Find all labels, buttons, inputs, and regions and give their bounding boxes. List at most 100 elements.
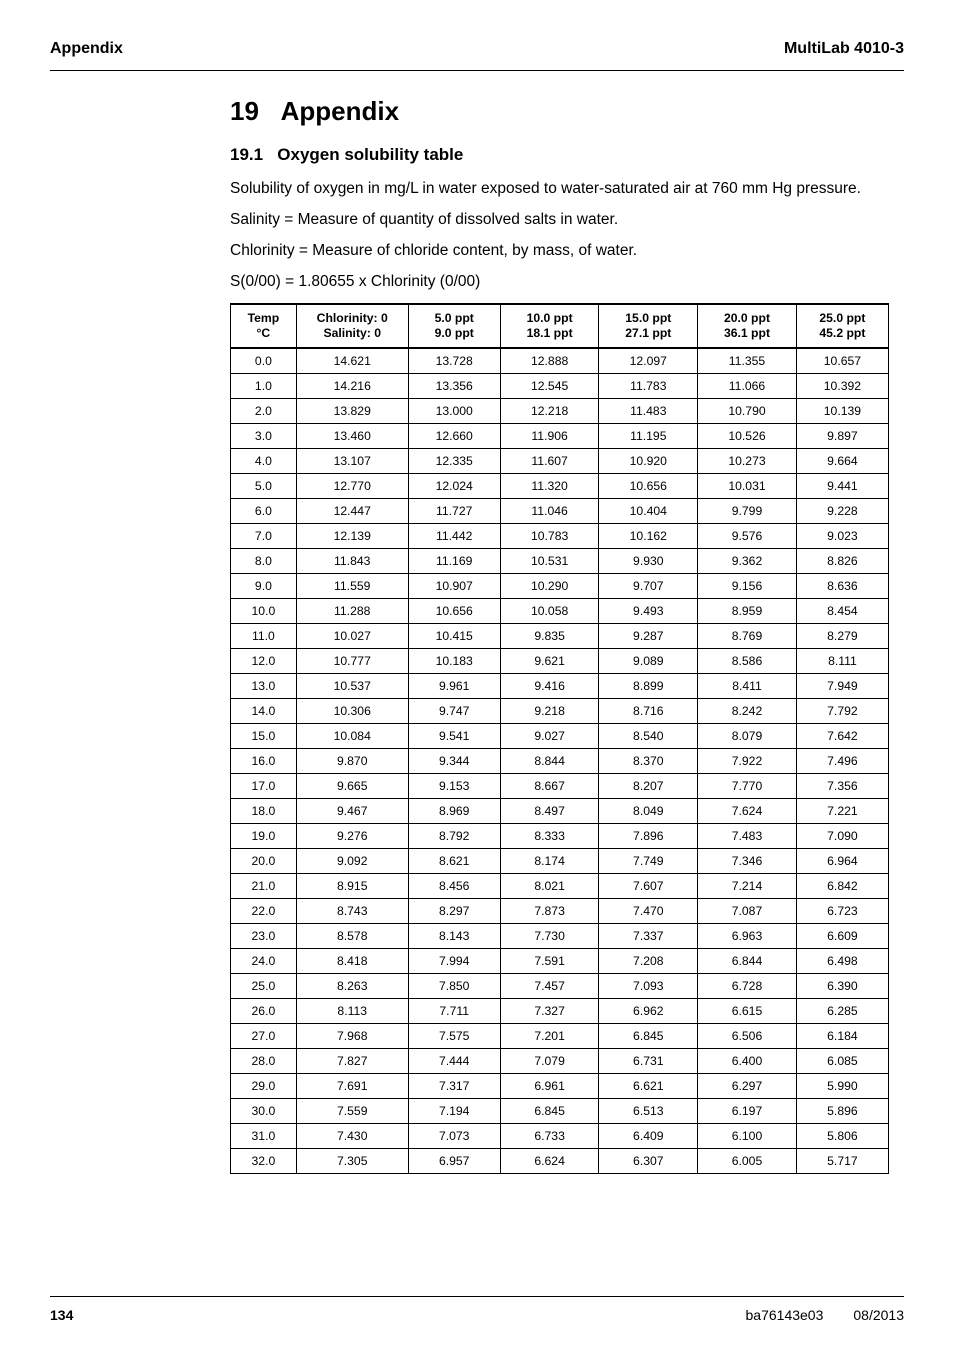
- table-cell: 10.415: [408, 624, 500, 649]
- table-cell: 9.621: [500, 649, 599, 674]
- page-number: 134: [50, 1307, 73, 1323]
- table-cell: 7.922: [698, 749, 797, 774]
- table-cell: 7.994: [408, 949, 500, 974]
- table-row: 5.012.77012.02411.32010.65610.0319.441: [231, 474, 889, 499]
- table-cell: 6.506: [698, 1024, 797, 1049]
- table-row: 17.09.6659.1538.6678.2077.7707.356: [231, 774, 889, 799]
- table-cell: 8.586: [698, 649, 797, 674]
- table-cell: 8.540: [599, 724, 698, 749]
- table-cell: 8.242: [698, 699, 797, 724]
- table-cell: 13.0: [231, 674, 297, 699]
- table-cell: 9.576: [698, 524, 797, 549]
- table-cell: 12.888: [500, 348, 599, 374]
- chapter-number: 19: [230, 96, 259, 126]
- table-cell: 7.201: [500, 1024, 599, 1049]
- table-row: 4.013.10712.33511.60710.92010.2739.664: [231, 449, 889, 474]
- table-cell: 6.723: [796, 899, 888, 924]
- table-cell: 4.0: [231, 449, 297, 474]
- table-cell: 8.899: [599, 674, 698, 699]
- table-cell: 9.707: [599, 574, 698, 599]
- table-cell: 10.183: [408, 649, 500, 674]
- table-cell: 8.263: [296, 974, 408, 999]
- table-cell: 10.656: [599, 474, 698, 499]
- table-cell: 16.0: [231, 749, 297, 774]
- table-row: 19.09.2768.7928.3337.8967.4837.090: [231, 824, 889, 849]
- table-cell: 1.0: [231, 374, 297, 399]
- table-row: 31.07.4307.0736.7336.4096.1005.806: [231, 1124, 889, 1149]
- table-cell: 9.930: [599, 549, 698, 574]
- doc-code: ba76143e03: [746, 1307, 824, 1323]
- table-cell: 13.460: [296, 424, 408, 449]
- table-cell: 8.716: [599, 699, 698, 724]
- table-cell: 13.829: [296, 399, 408, 424]
- table-cell: 32.0: [231, 1149, 297, 1174]
- table-cell: 5.0: [231, 474, 297, 499]
- table-row: 6.012.44711.72711.04610.4049.7999.228: [231, 499, 889, 524]
- table-cell: 6.307: [599, 1149, 698, 1174]
- table-cell: 7.691: [296, 1074, 408, 1099]
- table-cell: 7.073: [408, 1124, 500, 1149]
- intro-paragraph-4: S(0/00) = 1.80655 x Chlorinity (0/00): [230, 272, 889, 293]
- table-cell: 7.730: [500, 924, 599, 949]
- table-cell: 8.969: [408, 799, 500, 824]
- intro-paragraph-1: Solubility of oxygen in mg/L in water ex…: [230, 179, 889, 200]
- table-cell: 27.0: [231, 1024, 297, 1049]
- page-footer: 134 ba76143e03 08/2013: [50, 1296, 904, 1323]
- table-cell: 7.483: [698, 824, 797, 849]
- table-cell: 9.541: [408, 724, 500, 749]
- table-cell: 10.273: [698, 449, 797, 474]
- table-cell: 7.317: [408, 1074, 500, 1099]
- table-cell: 6.609: [796, 924, 888, 949]
- table-cell: 9.228: [796, 499, 888, 524]
- table-cell: 8.174: [500, 849, 599, 874]
- table-row: 15.010.0849.5419.0278.5408.0797.642: [231, 724, 889, 749]
- table-cell: 10.031: [698, 474, 797, 499]
- table-cell: 8.207: [599, 774, 698, 799]
- table-row: 18.09.4678.9698.4978.0497.6247.221: [231, 799, 889, 824]
- table-cell: 6.964: [796, 849, 888, 874]
- table-cell: 5.806: [796, 1124, 888, 1149]
- table-cell: 8.111: [796, 649, 888, 674]
- table-cell: 12.218: [500, 399, 599, 424]
- table-cell: 18.0: [231, 799, 297, 824]
- table-cell: 7.711: [408, 999, 500, 1024]
- table-cell: 20.0: [231, 849, 297, 874]
- table-cell: 11.607: [500, 449, 599, 474]
- table-cell: 6.184: [796, 1024, 888, 1049]
- table-cell: 11.0: [231, 624, 297, 649]
- table-cell: 10.920: [599, 449, 698, 474]
- table-cell: 7.949: [796, 674, 888, 699]
- table-cell: 9.835: [500, 624, 599, 649]
- table-row: 32.07.3056.9576.6246.3076.0055.717: [231, 1149, 889, 1174]
- table-cell: 14.621: [296, 348, 408, 374]
- table-cell: 3.0: [231, 424, 297, 449]
- table-cell: 7.850: [408, 974, 500, 999]
- table-cell: 7.356: [796, 774, 888, 799]
- table-cell: 11.783: [599, 374, 698, 399]
- table-cell: 10.306: [296, 699, 408, 724]
- table-cell: 7.968: [296, 1024, 408, 1049]
- table-row: 7.012.13911.44210.78310.1629.5769.023: [231, 524, 889, 549]
- table-cell: 8.621: [408, 849, 500, 874]
- table-cell: 8.418: [296, 949, 408, 974]
- table-cell: 15.0: [231, 724, 297, 749]
- table-cell: 8.049: [599, 799, 698, 824]
- table-cell: 12.770: [296, 474, 408, 499]
- solubility-table: Temp°CChlorinity: 0Salinity: 05.0 ppt9.0…: [230, 303, 889, 1175]
- table-cell: 9.664: [796, 449, 888, 474]
- table-cell: 8.844: [500, 749, 599, 774]
- page-header: Appendix MultiLab 4010-3: [50, 40, 904, 71]
- chapter-heading: 19 Appendix: [230, 96, 889, 127]
- table-cell: 6.731: [599, 1049, 698, 1074]
- table-cell: 24.0: [231, 949, 297, 974]
- table-cell: 7.327: [500, 999, 599, 1024]
- table-cell: 7.496: [796, 749, 888, 774]
- table-cell: 6.728: [698, 974, 797, 999]
- table-cell: 9.493: [599, 599, 698, 624]
- table-cell: 30.0: [231, 1099, 297, 1124]
- table-row: 14.010.3069.7479.2188.7168.2427.792: [231, 699, 889, 724]
- table-row: 2.013.82913.00012.21811.48310.79010.139: [231, 399, 889, 424]
- table-cell: 12.0: [231, 649, 297, 674]
- column-header: Temp°C: [231, 304, 297, 349]
- table-cell: 6.845: [500, 1099, 599, 1124]
